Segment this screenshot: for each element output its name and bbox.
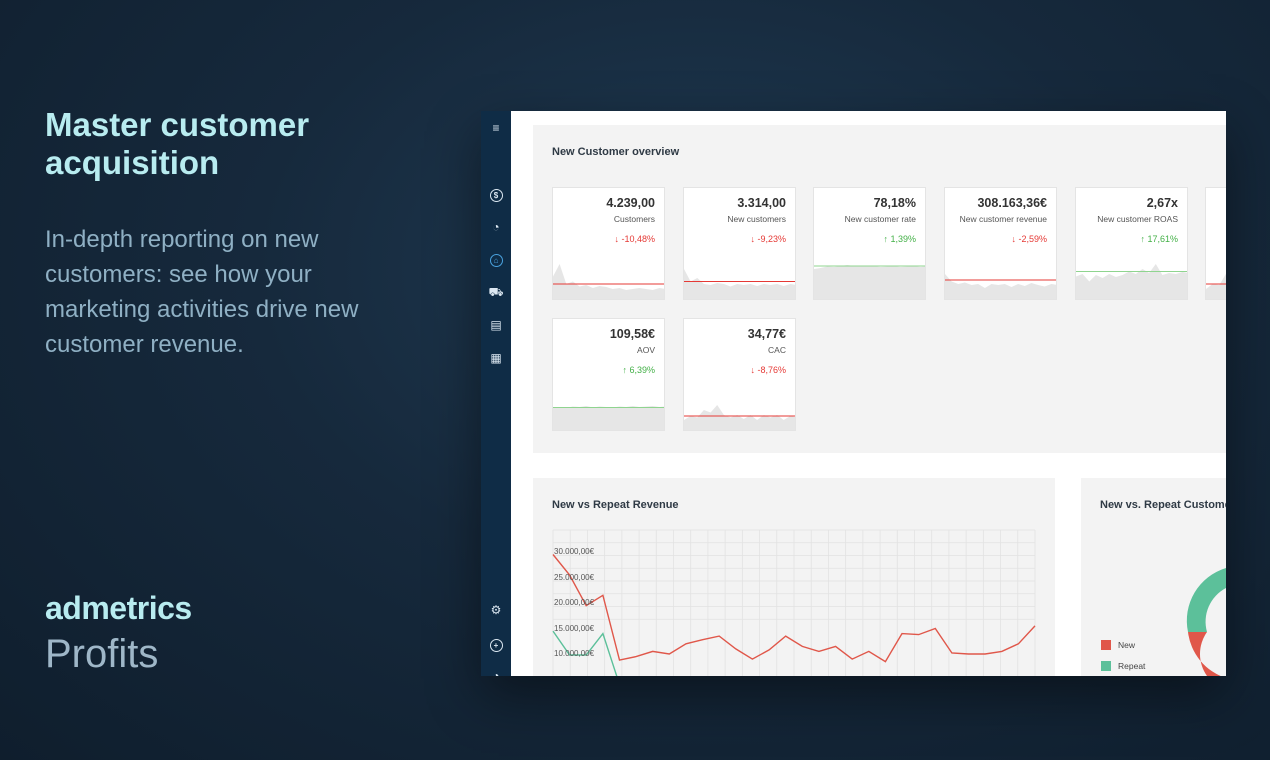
kpi-label: CAC — [768, 345, 786, 355]
sidebar: ≡ $ ◔ ⌂ ⛟ ▤ ▦ ⚙ + ◕ — [481, 111, 511, 676]
kpi-change: ↓ -9,23% — [750, 234, 786, 244]
sparkline-area — [814, 265, 925, 299]
sparkline-area — [684, 269, 795, 299]
revenue-title: New vs Repeat Revenue — [552, 499, 679, 511]
app-window: ≡ $ ◔ ⌂ ⛟ ▤ ▦ ⚙ + ◕ New Customer overvie… — [481, 111, 1226, 676]
kpi-change: ↓ -8,76% — [750, 365, 786, 375]
kpi-change: ↓ -10,48% — [614, 234, 655, 244]
kpi-sparkline — [684, 405, 795, 430]
kpi-sparkline — [1206, 274, 1226, 299]
kpi-value: 4.239,00 — [606, 196, 655, 210]
sparkline-area — [553, 264, 664, 299]
kpi-label: New customer ROAS — [1097, 214, 1178, 224]
add-circle-icon[interactable]: + — [488, 636, 504, 652]
donut-chart — [1186, 568, 1226, 676]
kpi-card[interactable]: 78,18% New customer rate ↑ 1,39% — [813, 187, 926, 300]
product-name: Profits — [45, 632, 159, 676]
kpi-label: New customer revenue — [959, 214, 1047, 224]
repeat-title: New vs. Repeat Custome — [1100, 499, 1226, 511]
settings-icon[interactable]: ⚙ — [490, 603, 502, 617]
kpi-sparkline — [1076, 264, 1187, 299]
kpi-card[interactable]: 308.163,36€ New customer revenue ↓ -2,59% — [944, 187, 1057, 300]
dollar-icon[interactable]: $ — [488, 186, 504, 202]
repeat-customers-panel: New vs. Repeat Custome New Repeat — [1081, 478, 1226, 676]
y-tick-label: 20.000,00€ — [554, 598, 595, 607]
kpi-change: ↓ -2,59% — [1011, 234, 1047, 244]
sparkline-area — [684, 405, 795, 430]
kpi-value: 78,18% — [873, 196, 916, 210]
pie-chart-icon[interactable]: ◔ — [492, 220, 500, 234]
kpi-card[interactable]: 34,77€ CAC ↓ -8,76% — [683, 318, 796, 431]
kpi-card[interactable]: 3.314,00 New customers ↓ -9,23% — [683, 187, 796, 300]
kpi-card[interactable]: 4.239,00 Customers ↓ -10,48% — [552, 187, 665, 300]
main-content: New Customer overview 4.239,00 Customers ↓… — [511, 111, 1226, 676]
kpi-value: 3.314,00 — [737, 196, 786, 210]
kpi-value: 308.163,36€ — [977, 196, 1047, 210]
sparkline-area — [553, 406, 664, 430]
y-tick-label: 25.000,00€ — [554, 572, 595, 582]
kpi-sparkline — [945, 274, 1056, 299]
kpi-label: New customers — [727, 214, 786, 224]
menu-icon[interactable]: ≡ — [492, 121, 500, 135]
user-circle-icon[interactable]: ⌂ — [488, 251, 504, 267]
revenue-line-chart — [552, 529, 1036, 676]
legend-new-swatch — [1101, 640, 1111, 650]
series-line-new — [552, 554, 1036, 663]
y-tick-label: 10.000,00€ — [554, 649, 595, 658]
table-icon[interactable]: ▦ — [490, 351, 502, 365]
overview-title: New Customer overview — [552, 146, 680, 158]
kpi-card[interactable]: 109,58€ AOV ↑ 6,39% — [552, 318, 665, 431]
globe-icon[interactable]: ◕ — [492, 669, 500, 676]
kpi-value: 2,67x — [1146, 196, 1178, 210]
kpi-label: New customer rate — [844, 214, 916, 224]
layout-icon[interactable]: ▤ — [490, 318, 502, 332]
y-tick-label: 30.000,00€ — [554, 547, 595, 556]
sparkline-area — [1076, 264, 1187, 299]
sparkline-area — [1206, 274, 1226, 299]
kpi-value: 109,58€ — [609, 327, 655, 341]
cart-icon[interactable]: ⛟ — [488, 285, 504, 299]
kpi-sparkline — [553, 264, 664, 299]
overview-panel: New Customer overview 4.239,00 Customers ↓… — [533, 125, 1226, 453]
hero-title: Master customer acquisition — [45, 106, 310, 181]
kpi-sparkline — [814, 265, 925, 299]
kpi-change: ↑ 17,61% — [1140, 234, 1178, 244]
donut-repeat-segment — [1186, 568, 1226, 632]
kpi-value: 34,77€ — [747, 327, 786, 341]
kpi-change: ↑ 1,39% — [883, 234, 916, 244]
kpi-card[interactable]: 2,67x New customer ROAS ↑ 17,61% — [1075, 187, 1188, 300]
kpi-card[interactable]: 25,95€CPO↓ -6,79% — [1205, 187, 1226, 300]
kpi-sparkline — [684, 269, 795, 299]
kpi-label: AOV — [637, 345, 655, 355]
hero-subtitle: In-depth reporting on new customers: see… — [45, 226, 359, 358]
donut-new-segment — [1188, 632, 1226, 676]
kpi-change: ↑ 6,39% — [622, 365, 655, 375]
legend-repeat-label: Repeat — [1118, 661, 1146, 671]
kpi-sparkline — [553, 406, 664, 430]
y-tick-label: 15.000,00€ — [554, 623, 595, 633]
kpi-label: Customers — [613, 214, 655, 224]
revenue-panel: New vs Repeat Revenue 30.000,00€ 25.000,0… — [533, 478, 1055, 676]
sparkline-area — [945, 274, 1056, 299]
legend-repeat-swatch — [1101, 661, 1111, 671]
legend-new-label: New — [1118, 640, 1136, 650]
brand-logo: admetrics — [45, 590, 192, 626]
